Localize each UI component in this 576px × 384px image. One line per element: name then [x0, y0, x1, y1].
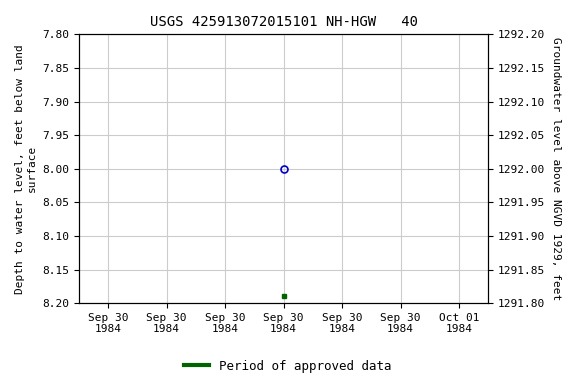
Y-axis label: Groundwater level above NGVD 1929, feet: Groundwater level above NGVD 1929, feet	[551, 37, 561, 300]
Title: USGS 425913072015101 NH-HGW   40: USGS 425913072015101 NH-HGW 40	[150, 15, 418, 29]
Y-axis label: Depth to water level, feet below land
surface: Depth to water level, feet below land su…	[15, 44, 37, 294]
Legend: Period of approved data: Period of approved data	[179, 355, 397, 378]
